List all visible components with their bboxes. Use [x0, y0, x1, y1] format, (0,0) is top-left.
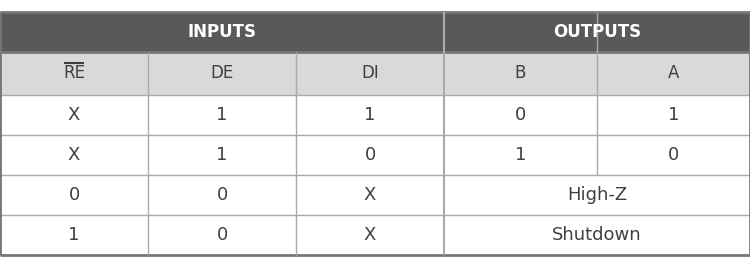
Bar — [0, 95, 148, 135]
Bar — [444, 52, 597, 95]
Text: A: A — [668, 65, 680, 83]
Text: DI: DI — [362, 65, 379, 83]
Bar — [296, 52, 444, 95]
Text: OUTPUTS: OUTPUTS — [553, 23, 641, 41]
Text: 0: 0 — [216, 186, 228, 204]
Bar — [0, 215, 148, 255]
Bar — [597, 52, 750, 95]
Bar — [296, 95, 444, 135]
Bar — [0, 52, 148, 95]
Text: X: X — [68, 106, 80, 124]
Text: 0: 0 — [216, 226, 228, 244]
Bar — [148, 52, 296, 95]
Bar — [0, 135, 148, 175]
Bar — [148, 95, 296, 135]
Bar — [444, 175, 750, 215]
Text: INPUTS: INPUTS — [188, 23, 256, 41]
Bar — [597, 52, 750, 95]
Bar — [597, 95, 750, 135]
Text: 1: 1 — [514, 146, 526, 164]
Text: 0: 0 — [514, 106, 526, 124]
Text: 1: 1 — [216, 106, 228, 124]
Text: 0: 0 — [668, 146, 680, 164]
Text: B: B — [514, 65, 526, 83]
Text: DE: DE — [210, 65, 234, 83]
Bar — [444, 215, 750, 255]
Bar — [296, 175, 444, 215]
Text: 1: 1 — [68, 226, 80, 244]
Bar — [148, 215, 296, 255]
Bar — [296, 135, 444, 175]
Text: 0: 0 — [364, 146, 376, 164]
Bar — [597, 135, 750, 175]
Bar — [296, 52, 444, 95]
Bar — [0, 12, 444, 52]
Text: Shutdown: Shutdown — [552, 226, 642, 244]
Bar — [0, 175, 148, 215]
Bar — [444, 135, 597, 175]
Text: 1: 1 — [668, 106, 680, 124]
Text: High-Z: High-Z — [567, 186, 627, 204]
Text: RE: RE — [63, 65, 85, 83]
Bar — [444, 52, 597, 95]
Text: 1: 1 — [364, 106, 376, 124]
Bar — [148, 175, 296, 215]
Text: 1: 1 — [216, 146, 228, 164]
Bar — [148, 135, 296, 175]
Text: X: X — [364, 186, 376, 204]
Text: X: X — [68, 146, 80, 164]
Bar — [444, 12, 750, 52]
Text: 0: 0 — [68, 186, 80, 204]
Text: X: X — [364, 226, 376, 244]
Bar — [296, 215, 444, 255]
Bar — [444, 95, 597, 135]
Bar — [148, 52, 296, 95]
